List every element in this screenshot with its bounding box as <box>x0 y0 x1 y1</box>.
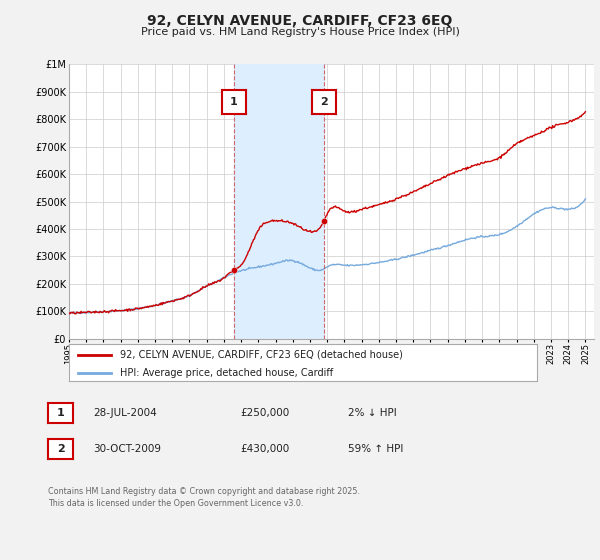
Text: £430,000: £430,000 <box>240 444 289 454</box>
Text: 2: 2 <box>320 97 328 107</box>
Text: 1: 1 <box>57 408 64 418</box>
Text: 2% ↓ HPI: 2% ↓ HPI <box>348 408 397 418</box>
Text: HPI: Average price, detached house, Cardiff: HPI: Average price, detached house, Card… <box>121 368 334 378</box>
Text: £250,000: £250,000 <box>240 408 289 418</box>
Text: 1: 1 <box>230 97 238 107</box>
Text: Price paid vs. HM Land Registry's House Price Index (HPI): Price paid vs. HM Land Registry's House … <box>140 27 460 37</box>
Text: 59% ↑ HPI: 59% ↑ HPI <box>348 444 403 454</box>
Text: 28-JUL-2004: 28-JUL-2004 <box>93 408 157 418</box>
Text: Contains HM Land Registry data © Crown copyright and database right 2025.
This d: Contains HM Land Registry data © Crown c… <box>48 487 360 508</box>
Text: 92, CELYN AVENUE, CARDIFF, CF23 6EQ (detached house): 92, CELYN AVENUE, CARDIFF, CF23 6EQ (det… <box>121 349 403 360</box>
Text: 2: 2 <box>57 444 64 454</box>
Text: 92, CELYN AVENUE, CARDIFF, CF23 6EQ: 92, CELYN AVENUE, CARDIFF, CF23 6EQ <box>148 14 452 28</box>
Bar <box>234 64 324 339</box>
Text: 30-OCT-2009: 30-OCT-2009 <box>93 444 161 454</box>
